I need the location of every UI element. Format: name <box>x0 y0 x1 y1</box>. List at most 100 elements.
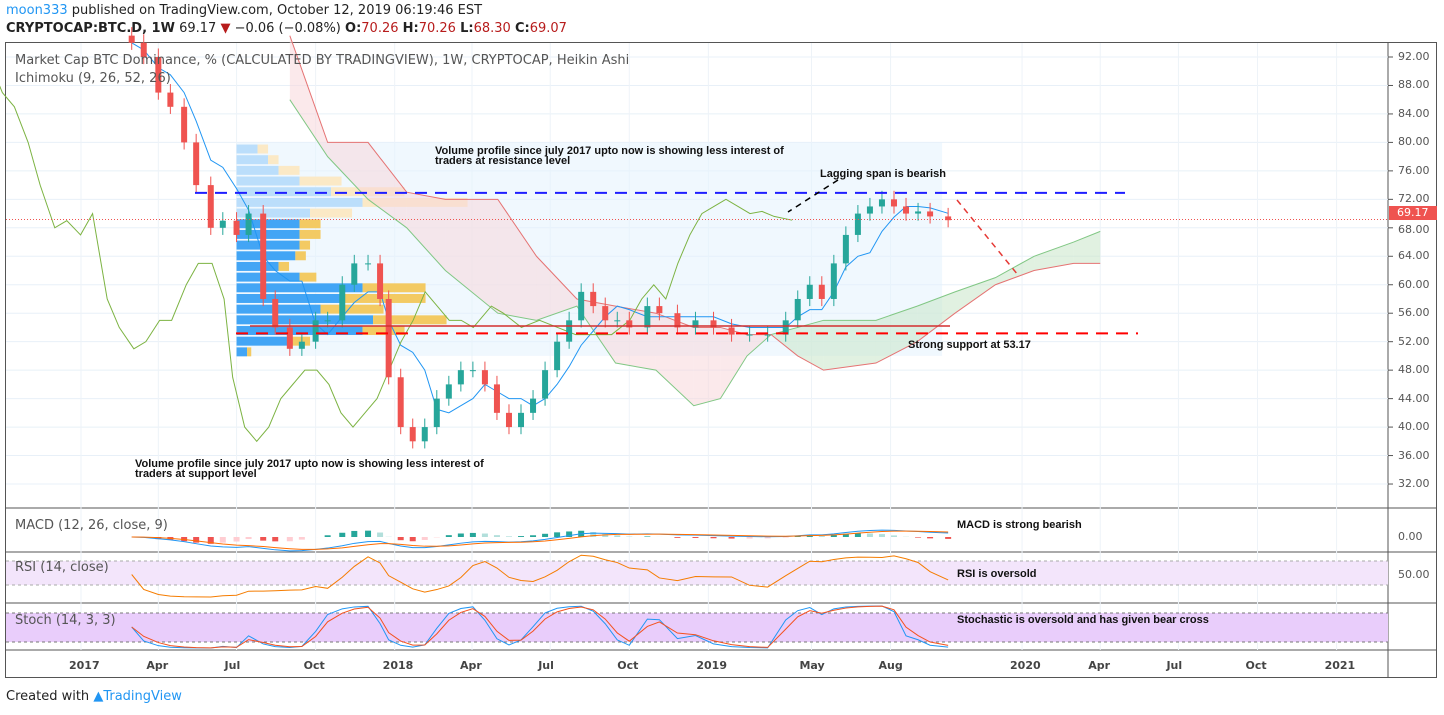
candle-body <box>167 92 174 107</box>
macd-legend[interactable]: MACD (12, 26, close, 9) <box>15 518 168 533</box>
volume-profile-bar-down <box>362 326 405 335</box>
candle-body <box>710 320 717 328</box>
macd-histogram-bar <box>890 535 897 537</box>
candle-body <box>818 284 825 299</box>
ichimoku-cloud-segment <box>289 35 328 157</box>
macd-histogram-bar <box>915 537 922 538</box>
volume-profile-bar-down <box>278 165 300 175</box>
ichimoku-cloud-segment <box>497 199 537 321</box>
created-with-text: Created with <box>6 689 90 704</box>
candle-body <box>272 298 279 328</box>
candle-body <box>518 412 525 428</box>
stoch-legend[interactable]: Stoch (14, 3, 3) <box>15 613 116 628</box>
macd-histogram-bar <box>505 536 512 537</box>
macd-signal-line <box>131 530 949 550</box>
footer: Created with ▲TradingView <box>6 689 182 704</box>
candle-body <box>746 334 753 336</box>
candle-body <box>927 211 934 217</box>
annotation-support: Strong support at 53.17 <box>908 339 1031 351</box>
ichimoku-cloud-segment <box>917 291 956 342</box>
candle-body <box>181 106 188 143</box>
macd-histogram-bar <box>830 534 837 537</box>
volume-profile-bar-up <box>236 261 279 271</box>
stoch-d-line <box>131 605 949 649</box>
volume-profile-bar-up <box>236 272 300 282</box>
volume-profile-bar-up <box>236 240 300 250</box>
rsi-legend[interactable]: RSI (14, close) <box>15 560 109 575</box>
time-axis-tick: Apr <box>460 659 482 672</box>
ichimoku-cloud-segment <box>693 327 721 406</box>
candle-body <box>155 57 162 93</box>
candle-body <box>457 370 464 385</box>
candle-body <box>193 142 200 186</box>
time-axis-tick: 2017 <box>69 659 100 672</box>
ichimoku-cloud-segment <box>406 192 446 271</box>
candle-body <box>728 327 735 335</box>
ichimoku-span-b <box>289 35 1101 371</box>
candle-body <box>260 213 267 299</box>
candle-body <box>782 320 789 335</box>
ichimoku-cloud-segment <box>955 277 996 314</box>
candle-body <box>830 263 837 299</box>
high-label: H: <box>402 21 419 36</box>
price-axis-tick: 64.00 <box>1398 249 1430 263</box>
macd-histogram-bar <box>806 535 813 537</box>
candle-body <box>377 263 384 299</box>
volume-profile-bar-up <box>236 144 258 154</box>
close-value: 69.07 <box>529 21 567 36</box>
annotation-rsi: RSI is oversold <box>957 568 1037 580</box>
macd-histogram-bar <box>397 537 404 541</box>
candle-body <box>542 370 549 399</box>
price-axis-tick: 80.00 <box>1398 135 1430 149</box>
candle-body <box>219 220 226 228</box>
candle-body <box>674 313 681 328</box>
time-axis-tick: Oct <box>1245 659 1267 672</box>
macd-histogram-bar <box>445 535 452 537</box>
macd-histogram-bar <box>286 537 293 542</box>
candle-body <box>433 398 440 428</box>
volume-profile-bar-up <box>236 155 269 165</box>
candle-body <box>590 291 597 307</box>
chart-frame <box>5 42 1437 678</box>
stoch-band <box>6 613 1388 642</box>
ichimoku-cloud-segment <box>1073 231 1101 264</box>
author-link[interactable]: moon333 <box>6 3 68 18</box>
time-axis-tick: Oct <box>303 659 325 672</box>
macd-histogram-bar <box>207 537 214 544</box>
volume-profile-bar-up <box>236 283 363 293</box>
current-price-label: 69.17 <box>1389 206 1437 220</box>
volume-profile-bar-down <box>268 155 279 165</box>
ichimoku-legend[interactable]: Ichimoku (9, 26, 52, 26) <box>15 71 171 86</box>
time-axis-tick: 2020 <box>1010 659 1041 672</box>
volume-profile-bar-down <box>257 144 269 154</box>
macd-histogram-bar <box>927 537 934 539</box>
volume-profile-bar-down <box>247 347 252 357</box>
volume-profile-bar-up <box>236 197 363 207</box>
ichimoku-cloud-segment <box>655 313 694 406</box>
price-axis-tick: 88.00 <box>1398 78 1430 92</box>
time-axis-tick: Jul <box>224 659 241 672</box>
macd-histogram-bar <box>260 537 267 541</box>
open-label: O: <box>345 21 362 36</box>
ichimoku-cloud-segment <box>771 327 798 356</box>
volume-profile-bar-up <box>236 336 290 346</box>
candle-body <box>692 320 699 328</box>
price-axis-tick: 56.00 <box>1398 306 1430 320</box>
candle-body <box>409 427 416 442</box>
macd-histogram-bar <box>365 530 372 537</box>
macd-histogram-bar <box>866 533 873 537</box>
volume-profile-bar-down <box>299 176 342 186</box>
volume-profile-bar-down <box>289 336 311 346</box>
rsi-line <box>131 554 949 598</box>
macd-histogram-bar <box>674 537 681 538</box>
time-axis-tick: 2019 <box>696 659 727 672</box>
candle-body <box>324 320 331 322</box>
close-label: C: <box>514 21 530 36</box>
candle-body <box>365 263 372 265</box>
ichimoku-cloud-segment <box>823 320 876 371</box>
down-arrow-icon: ▼ <box>220 21 231 36</box>
macd-histogram-bar <box>602 533 609 537</box>
tradingview-link[interactable]: TradingView <box>103 689 182 704</box>
rsi-axis-tick: 50.00 <box>1398 568 1430 581</box>
